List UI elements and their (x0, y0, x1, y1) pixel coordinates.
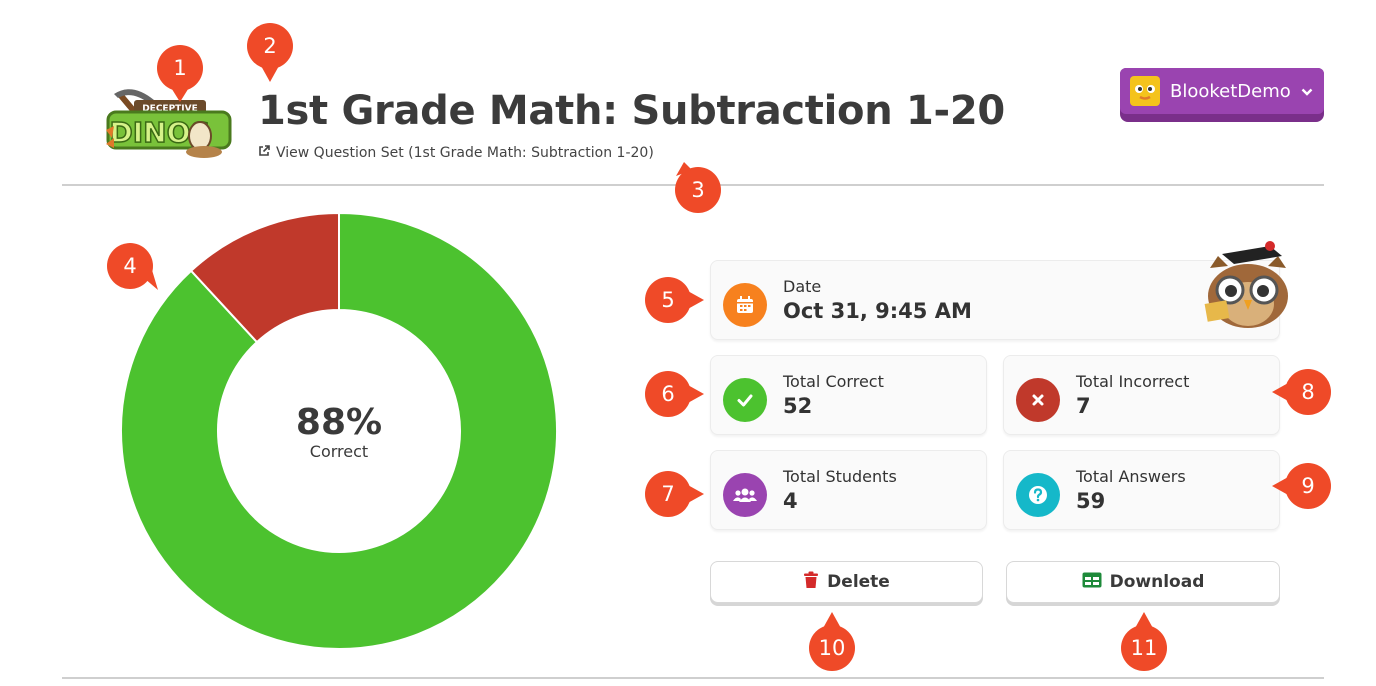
callout-marker-4: 4 (106, 242, 158, 290)
callout-number: 7 (661, 482, 675, 506)
delete-button[interactable]: Delete (710, 561, 983, 603)
callout-marker-11: 11 (1120, 612, 1168, 672)
page-title: 1st Grade Math: Subtraction 1-20 (258, 88, 1005, 134)
total-correct-label: Total Correct (783, 372, 884, 391)
total-students-value: 4 (783, 489, 798, 513)
delete-label: Delete (827, 572, 890, 592)
total-students-card: Total Students 4 (710, 450, 987, 530)
chevron-down-icon (1301, 82, 1313, 101)
date-card: Date Oct 31, 9:45 AM (710, 260, 1280, 340)
total-incorrect-label: Total Incorrect (1076, 372, 1190, 391)
callout-number: 6 (661, 382, 675, 406)
total-answers-card: Total Answers 59 (1003, 450, 1280, 530)
callout-marker-1: 1 (156, 44, 204, 102)
callout-number: 11 (1130, 636, 1158, 660)
calendar-icon (723, 283, 767, 327)
view-question-set-label: View Question Set (1st Grade Math: Subtr… (276, 145, 654, 161)
callout-marker-3: 3 (674, 162, 722, 214)
game-mode-logo: DECEPTIVE DINOS (104, 86, 234, 166)
blook-avatar-icon (1130, 76, 1160, 106)
download-label: Download (1109, 572, 1205, 592)
external-link-icon (258, 145, 270, 161)
callout-number: 9 (1301, 474, 1315, 498)
total-incorrect-value: 7 (1076, 394, 1091, 418)
callout-number: 4 (123, 254, 137, 278)
footer-divider (62, 677, 1324, 679)
date-label: Date (783, 277, 822, 296)
view-question-set-link[interactable]: View Question Set (1st Grade Math: Subtr… (258, 145, 654, 161)
total-correct-value: 52 (783, 394, 813, 418)
callout-marker-7: 7 (644, 470, 704, 518)
callout-marker-6: 6 (644, 370, 704, 418)
user-name: BlooketDemo (1170, 80, 1291, 102)
trash-icon (803, 571, 819, 594)
x-icon (1016, 378, 1060, 422)
total-answers-value: 59 (1076, 489, 1106, 513)
total-incorrect-card: Total Incorrect 7 (1003, 355, 1280, 435)
callout-number: 3 (691, 178, 705, 202)
question-icon (1016, 473, 1060, 517)
accuracy-label: Correct (309, 442, 369, 461)
download-button[interactable]: Download (1006, 561, 1280, 603)
accuracy-donut-chart (120, 211, 558, 650)
date-value: Oct 31, 9:45 AM (783, 299, 972, 323)
callout-number: 1 (173, 56, 187, 80)
callout-marker-2: 2 (246, 22, 294, 82)
callout-number: 10 (818, 636, 846, 660)
donut-slice-correct (120, 211, 558, 650)
check-icon (723, 378, 767, 422)
total-correct-card: Total Correct 52 (710, 355, 987, 435)
spreadsheet-icon (1082, 572, 1102, 593)
callout-marker-9: 9 (1272, 462, 1332, 510)
callout-marker-5: 5 (644, 276, 704, 324)
accuracy-percent: 88% (295, 402, 383, 443)
donut-slice-incorrect (189, 211, 340, 344)
user-menu-button[interactable]: BlooketDemo (1120, 68, 1324, 122)
users-icon (723, 473, 767, 517)
callout-number: 2 (263, 34, 277, 58)
owl-mascot-icon (1200, 238, 1296, 328)
callout-marker-10: 10 (808, 612, 856, 672)
svg-text:DECEPTIVE: DECEPTIVE (142, 104, 198, 114)
total-answers-label: Total Answers (1076, 467, 1186, 486)
total-students-label: Total Students (783, 467, 897, 486)
callout-number: 5 (661, 288, 675, 312)
callout-number: 8 (1301, 380, 1315, 404)
callout-marker-8: 8 (1272, 368, 1332, 416)
